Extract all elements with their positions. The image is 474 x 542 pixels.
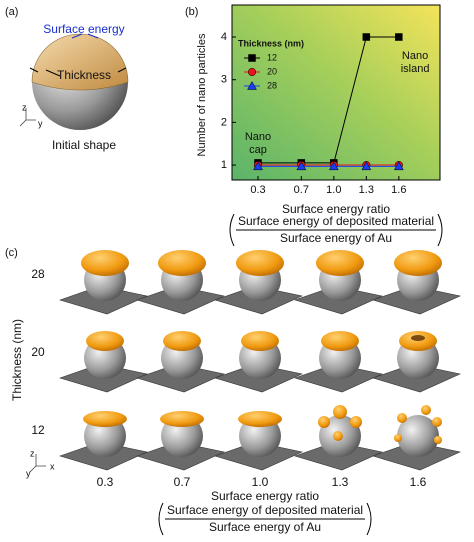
- column-label: 1.0: [252, 475, 269, 489]
- axis-letter: x: [50, 461, 55, 471]
- data-point: [296, 161, 307, 171]
- particle: [397, 413, 407, 423]
- particle: [394, 434, 402, 442]
- simulation-image: [294, 331, 383, 393]
- x-axis-label: Surface energy ratio: [211, 489, 319, 503]
- cap: [236, 250, 284, 276]
- particle: [333, 431, 343, 441]
- simulation-image: [214, 331, 303, 393]
- cap: [160, 411, 204, 427]
- legend-label: 20: [267, 66, 277, 76]
- data-point: [253, 161, 263, 171]
- cap: [158, 250, 206, 276]
- legend-marker: [247, 67, 257, 77]
- column-label: 0.3: [97, 475, 114, 489]
- x-tick-label: 0.7: [294, 184, 309, 196]
- row-label: 12: [31, 423, 45, 437]
- particle: [432, 417, 442, 427]
- simulation-image: [59, 411, 148, 471]
- cap: [321, 331, 359, 351]
- simulation-image: [294, 250, 383, 315]
- column-label: 0.7: [174, 475, 191, 489]
- cap-hole: [411, 335, 425, 341]
- annotation: cap: [249, 144, 267, 156]
- legend-label: 28: [267, 80, 277, 90]
- x-axis-label: Surface energy ratio: [282, 202, 390, 216]
- panel-label: (c): [5, 247, 18, 259]
- particle: [421, 405, 431, 415]
- x-label-denominator: Surface energy of Au: [209, 520, 321, 534]
- legend-label: 12: [267, 52, 277, 62]
- cap: [394, 250, 442, 276]
- particle: [434, 436, 442, 444]
- panel-label: (a): [5, 6, 18, 18]
- axis-triad: [29, 454, 46, 473]
- plot-area: [231, 4, 441, 181]
- x-tick-label: 1.6: [391, 184, 406, 196]
- simulation-image: [136, 250, 225, 315]
- particle: [333, 405, 347, 419]
- axis-letter: y: [38, 118, 43, 128]
- simulation-image: [136, 331, 225, 393]
- x-label-denominator: Surface energy of Au: [280, 231, 392, 245]
- legend-marker: [247, 80, 257, 90]
- axis-letter: y: [26, 468, 31, 478]
- column-label: 1.3: [332, 475, 349, 489]
- x-label-numerator: Surface energy of deposited material: [167, 503, 363, 517]
- particle: [350, 416, 362, 428]
- simulation-image: [372, 331, 461, 393]
- legend-marker: [248, 54, 256, 62]
- panel-label: (b): [185, 6, 198, 18]
- cap: [241, 331, 279, 351]
- axis-letter: z: [22, 102, 27, 112]
- cap: [316, 250, 364, 276]
- thickness-label: Thickness: [57, 68, 111, 82]
- annotation: Nano: [402, 50, 428, 62]
- simulation-image: [294, 405, 383, 471]
- bracket: [158, 502, 372, 536]
- legend-title: Thickness (nm): [238, 38, 304, 48]
- y-tick-label: 1: [221, 159, 227, 171]
- simulation-image: [136, 411, 225, 471]
- annotation: Nano: [245, 131, 271, 143]
- y-axis-label: Number of nano particles: [196, 33, 208, 156]
- bracket: [229, 213, 443, 247]
- initial-shape: [19, 33, 129, 130]
- x-label-numerator: Surface energy of deposited material: [238, 214, 434, 228]
- cap: [81, 250, 129, 276]
- cap: [86, 331, 124, 351]
- cap: [238, 411, 282, 427]
- axis-letter: z: [30, 448, 35, 458]
- cap: [163, 331, 201, 351]
- simulation-image: [59, 250, 148, 315]
- simulation-image: [214, 250, 303, 315]
- data-point: [362, 33, 371, 41]
- data-point: [328, 161, 339, 171]
- column-label: 1.6: [410, 475, 427, 489]
- surface-energy-label: Surface energy: [43, 22, 124, 36]
- y-tick-label: 4: [221, 31, 227, 43]
- y-tick-label: 2: [221, 116, 227, 128]
- particle: [318, 416, 330, 428]
- simulation-image: [59, 331, 148, 393]
- row-label: 20: [31, 345, 45, 359]
- simulation-image: [372, 250, 461, 315]
- annotation: island: [401, 63, 430, 75]
- x-tick-label: 1.3: [359, 184, 374, 196]
- x-tick-label: 0.3: [250, 184, 265, 196]
- cap: [83, 411, 127, 427]
- sphere: [397, 415, 439, 457]
- data-point: [395, 33, 403, 41]
- data-point: [393, 161, 404, 171]
- simulation-image: [214, 411, 303, 471]
- data-point: [361, 161, 372, 171]
- x-tick-label: 1.0: [326, 184, 341, 196]
- y-axis-label: Thickness (nm): [10, 319, 24, 401]
- simulation-image: [372, 405, 461, 471]
- y-tick-label: 3: [221, 74, 227, 86]
- caption: Initial shape: [52, 138, 116, 152]
- row-label: 28: [31, 267, 45, 281]
